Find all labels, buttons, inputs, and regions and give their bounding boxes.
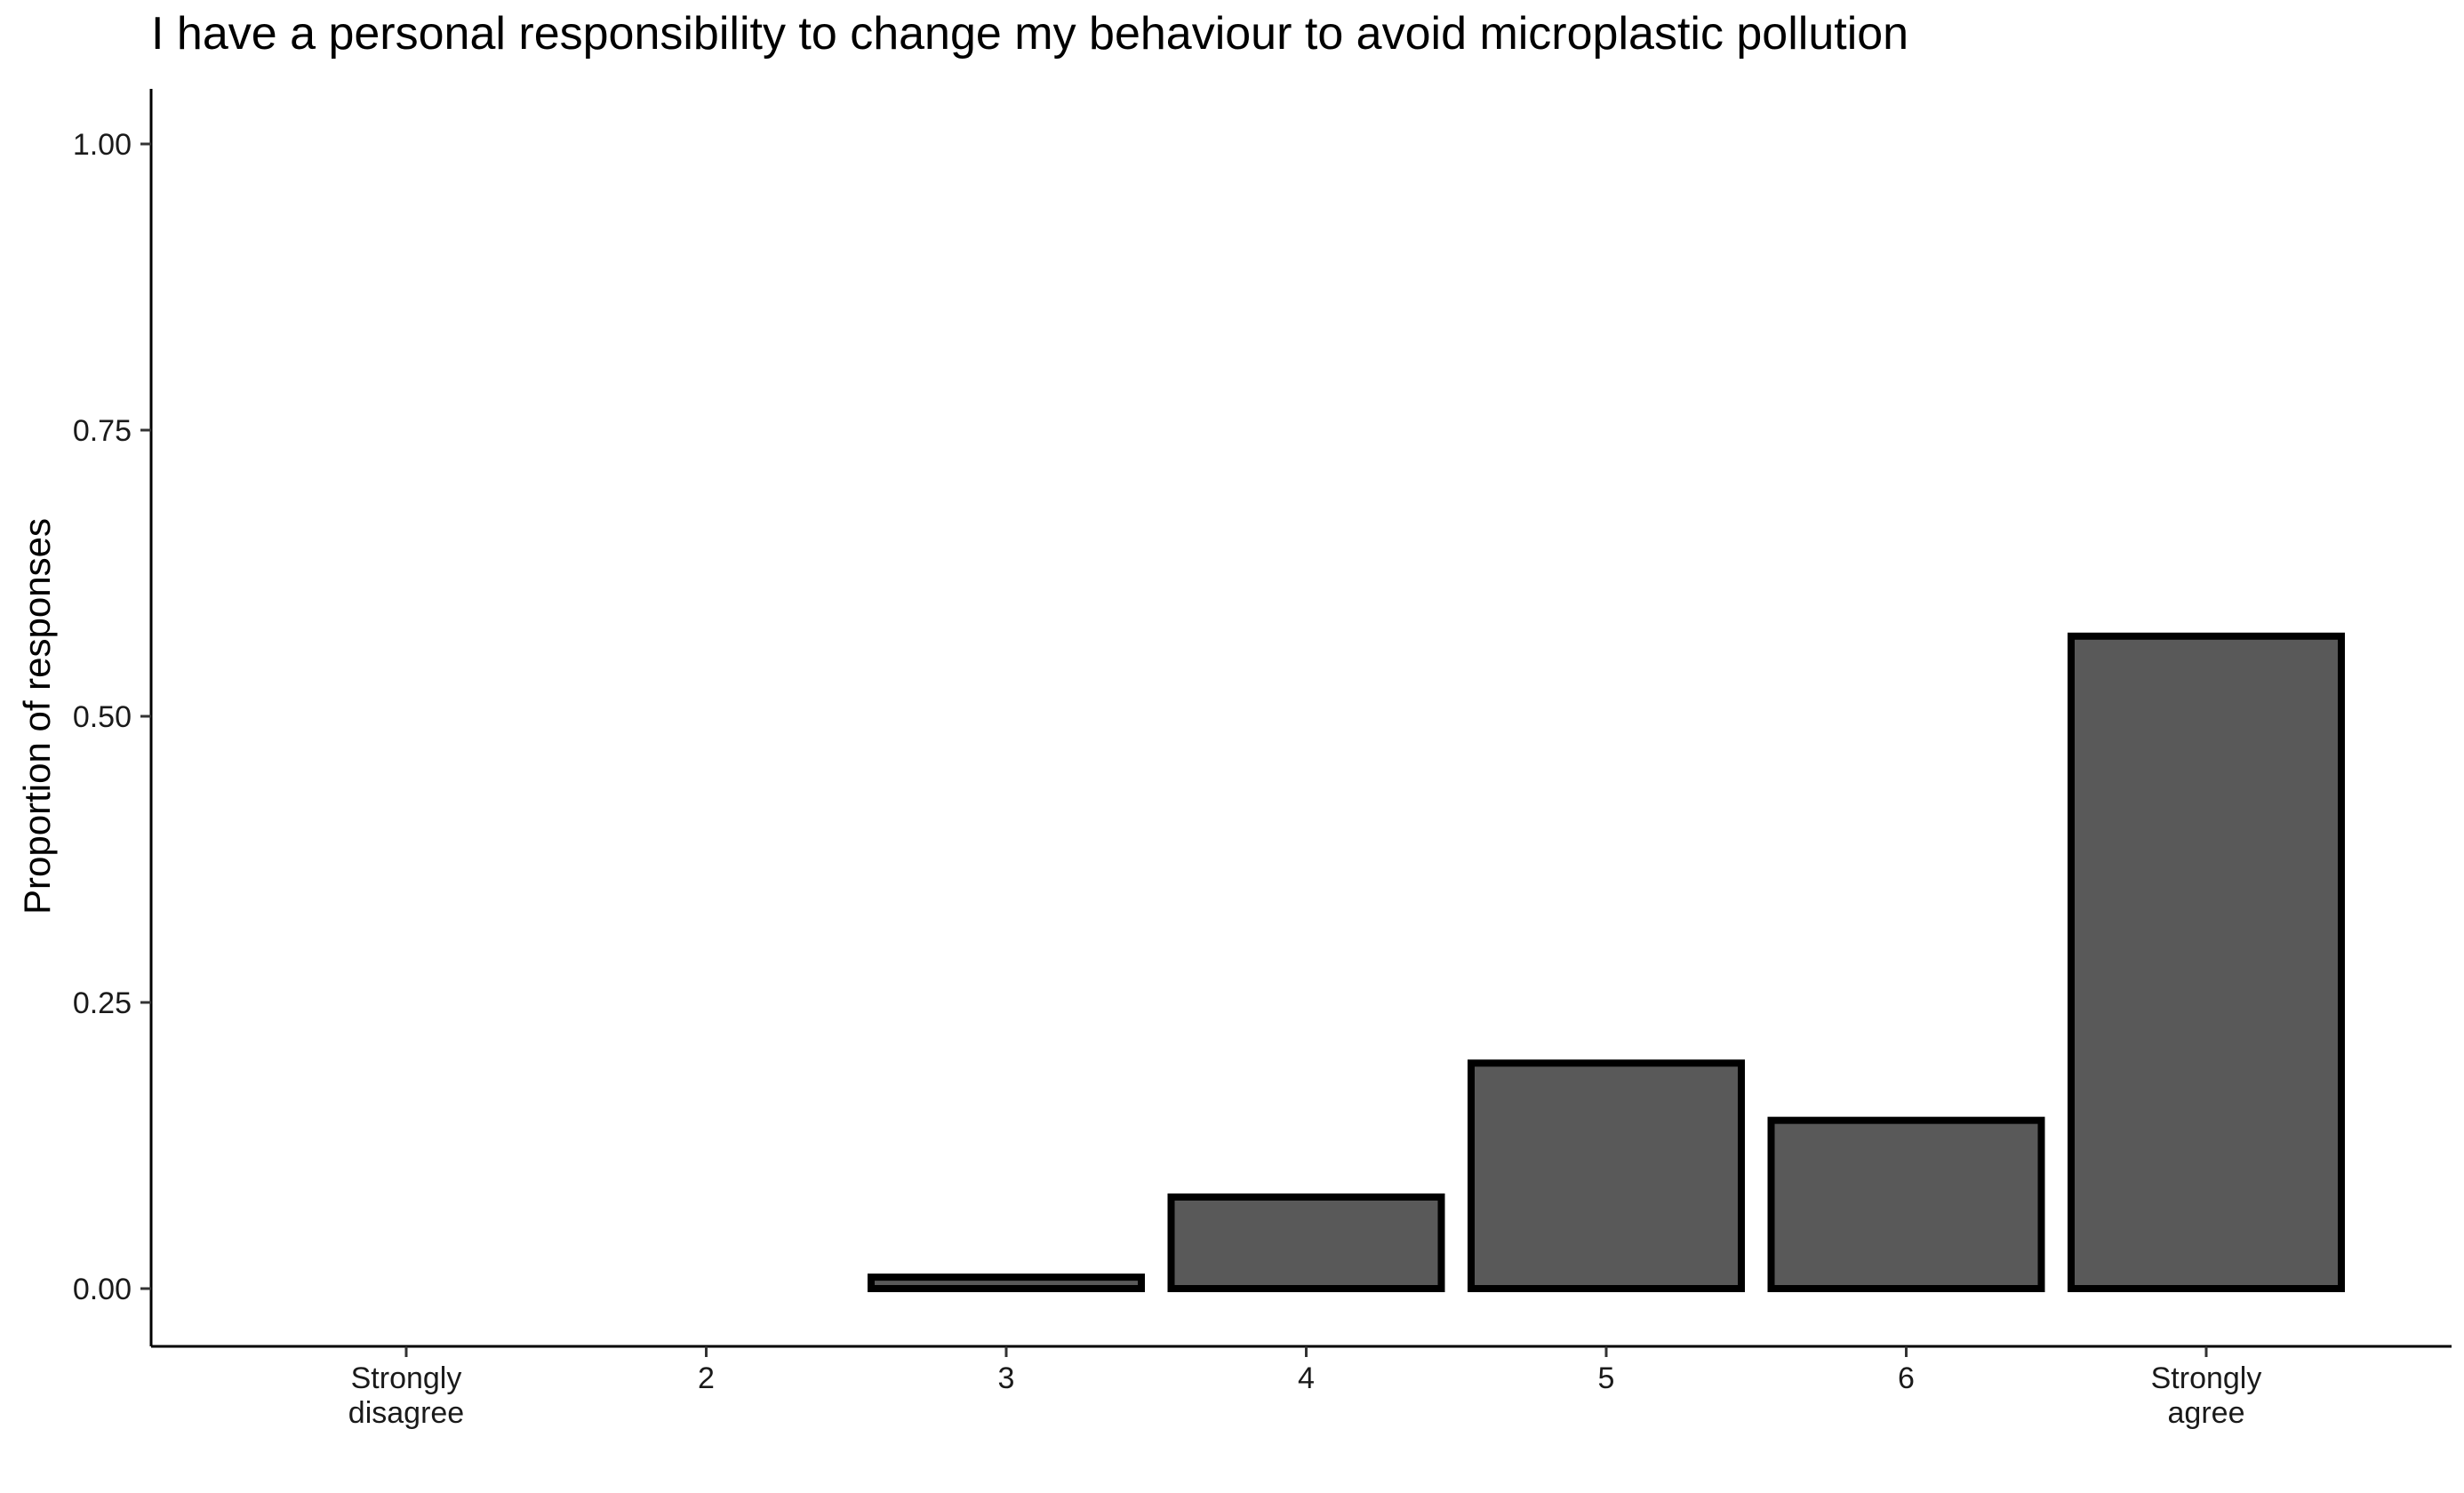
- x-tick-label: 2: [698, 1361, 715, 1395]
- bars-group: [868, 632, 2345, 1293]
- y-tick-label: 0.50: [73, 700, 132, 734]
- y-tick-label: 0.75: [73, 414, 132, 448]
- chart-title: I have a personal responsibility to chan…: [151, 8, 1909, 60]
- x-tick-label: 3: [998, 1361, 1015, 1395]
- y-tick-label: 0.00: [73, 1273, 132, 1306]
- y-ticks-group: 0.00 0.25 0.50 0.75 1.00: [73, 128, 151, 1306]
- x-tick-label: 6: [1898, 1361, 1915, 1395]
- bar-5: [1468, 1059, 1745, 1293]
- y-tick-label: 0.25: [73, 986, 132, 1020]
- x-tick-label: Strongly agree: [2151, 1361, 2262, 1430]
- x-tick-label: Strongly disagree: [348, 1361, 464, 1430]
- bar-7: [2068, 632, 2345, 1292]
- bar-4: [1167, 1193, 1445, 1292]
- bar-6: [1767, 1116, 2045, 1292]
- y-tick-label: 1.00: [73, 128, 132, 162]
- x-ticks-group: Strongly disagree 2 3 4 5 6 Strongly agree: [348, 1346, 2262, 1430]
- x-tick-label: 4: [1298, 1361, 1315, 1395]
- x-tick-label: 5: [1598, 1361, 1615, 1395]
- bar-3: [868, 1273, 1145, 1292]
